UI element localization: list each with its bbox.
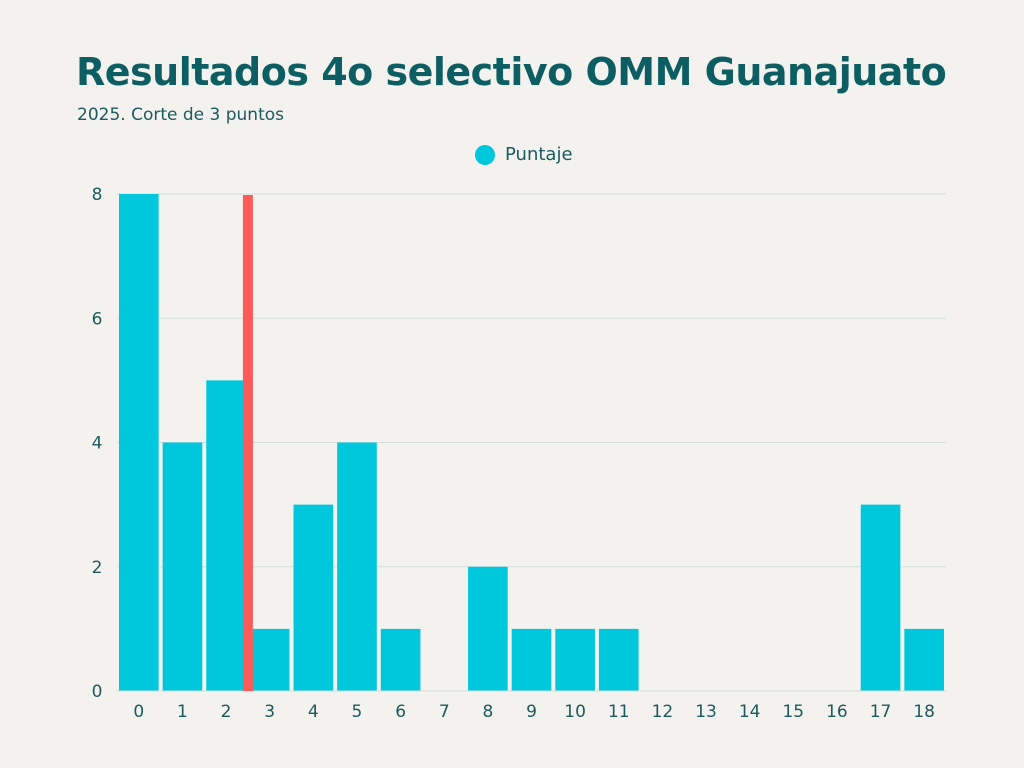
bar-11 xyxy=(598,628,639,691)
x-tick-label: 13 xyxy=(695,702,717,722)
bar-9 xyxy=(511,628,552,691)
x-tick-label: 16 xyxy=(826,702,848,722)
x-tick-label: 10 xyxy=(564,702,586,722)
chart-title: Resultados 4o selectivo OMM Guanajuato xyxy=(76,50,947,94)
bar-0 xyxy=(119,194,159,691)
x-tick-label: 1 xyxy=(177,702,188,722)
bar-8 xyxy=(468,566,508,691)
cutoff-line xyxy=(242,195,253,691)
x-tick-label: 12 xyxy=(652,702,674,722)
x-tick-label: 2 xyxy=(221,702,232,722)
bar-17 xyxy=(860,504,901,691)
legend-swatch xyxy=(475,144,495,165)
x-tick-label: 4 xyxy=(308,702,319,722)
x-tick-label: 8 xyxy=(482,702,493,722)
x-tick-label: 18 xyxy=(913,702,935,722)
y-tick-label: 0 xyxy=(92,682,103,702)
bar-4 xyxy=(293,504,334,691)
x-tick-label: 11 xyxy=(608,702,630,722)
x-tick-label: 5 xyxy=(352,702,363,722)
chart-subtitle: 2025. Corte de 3 puntos xyxy=(77,105,284,125)
x-tick-label: 3 xyxy=(264,702,275,722)
y-tick-label: 6 xyxy=(92,309,103,329)
x-tick-label: 14 xyxy=(739,702,761,722)
bar-1 xyxy=(162,442,203,691)
bar-2 xyxy=(206,380,246,691)
x-tick-label: 15 xyxy=(782,702,804,722)
y-tick-label: 2 xyxy=(92,558,103,578)
legend-label: Puntaje xyxy=(505,144,573,165)
bar-18 xyxy=(904,628,944,691)
x-tick-label: 0 xyxy=(133,702,144,722)
bar-6 xyxy=(380,628,421,691)
bar-5 xyxy=(337,442,377,691)
legend: Puntaje xyxy=(475,144,573,165)
bar-3 xyxy=(249,628,290,691)
y-tick-label: 4 xyxy=(92,434,103,454)
y-tick-label: 8 xyxy=(92,185,103,205)
x-tick-label: 7 xyxy=(439,702,450,722)
x-tick-label: 17 xyxy=(870,702,892,722)
bar-10 xyxy=(555,628,595,691)
x-tick-label: 6 xyxy=(395,702,406,722)
x-tick-label: 9 xyxy=(526,702,537,722)
